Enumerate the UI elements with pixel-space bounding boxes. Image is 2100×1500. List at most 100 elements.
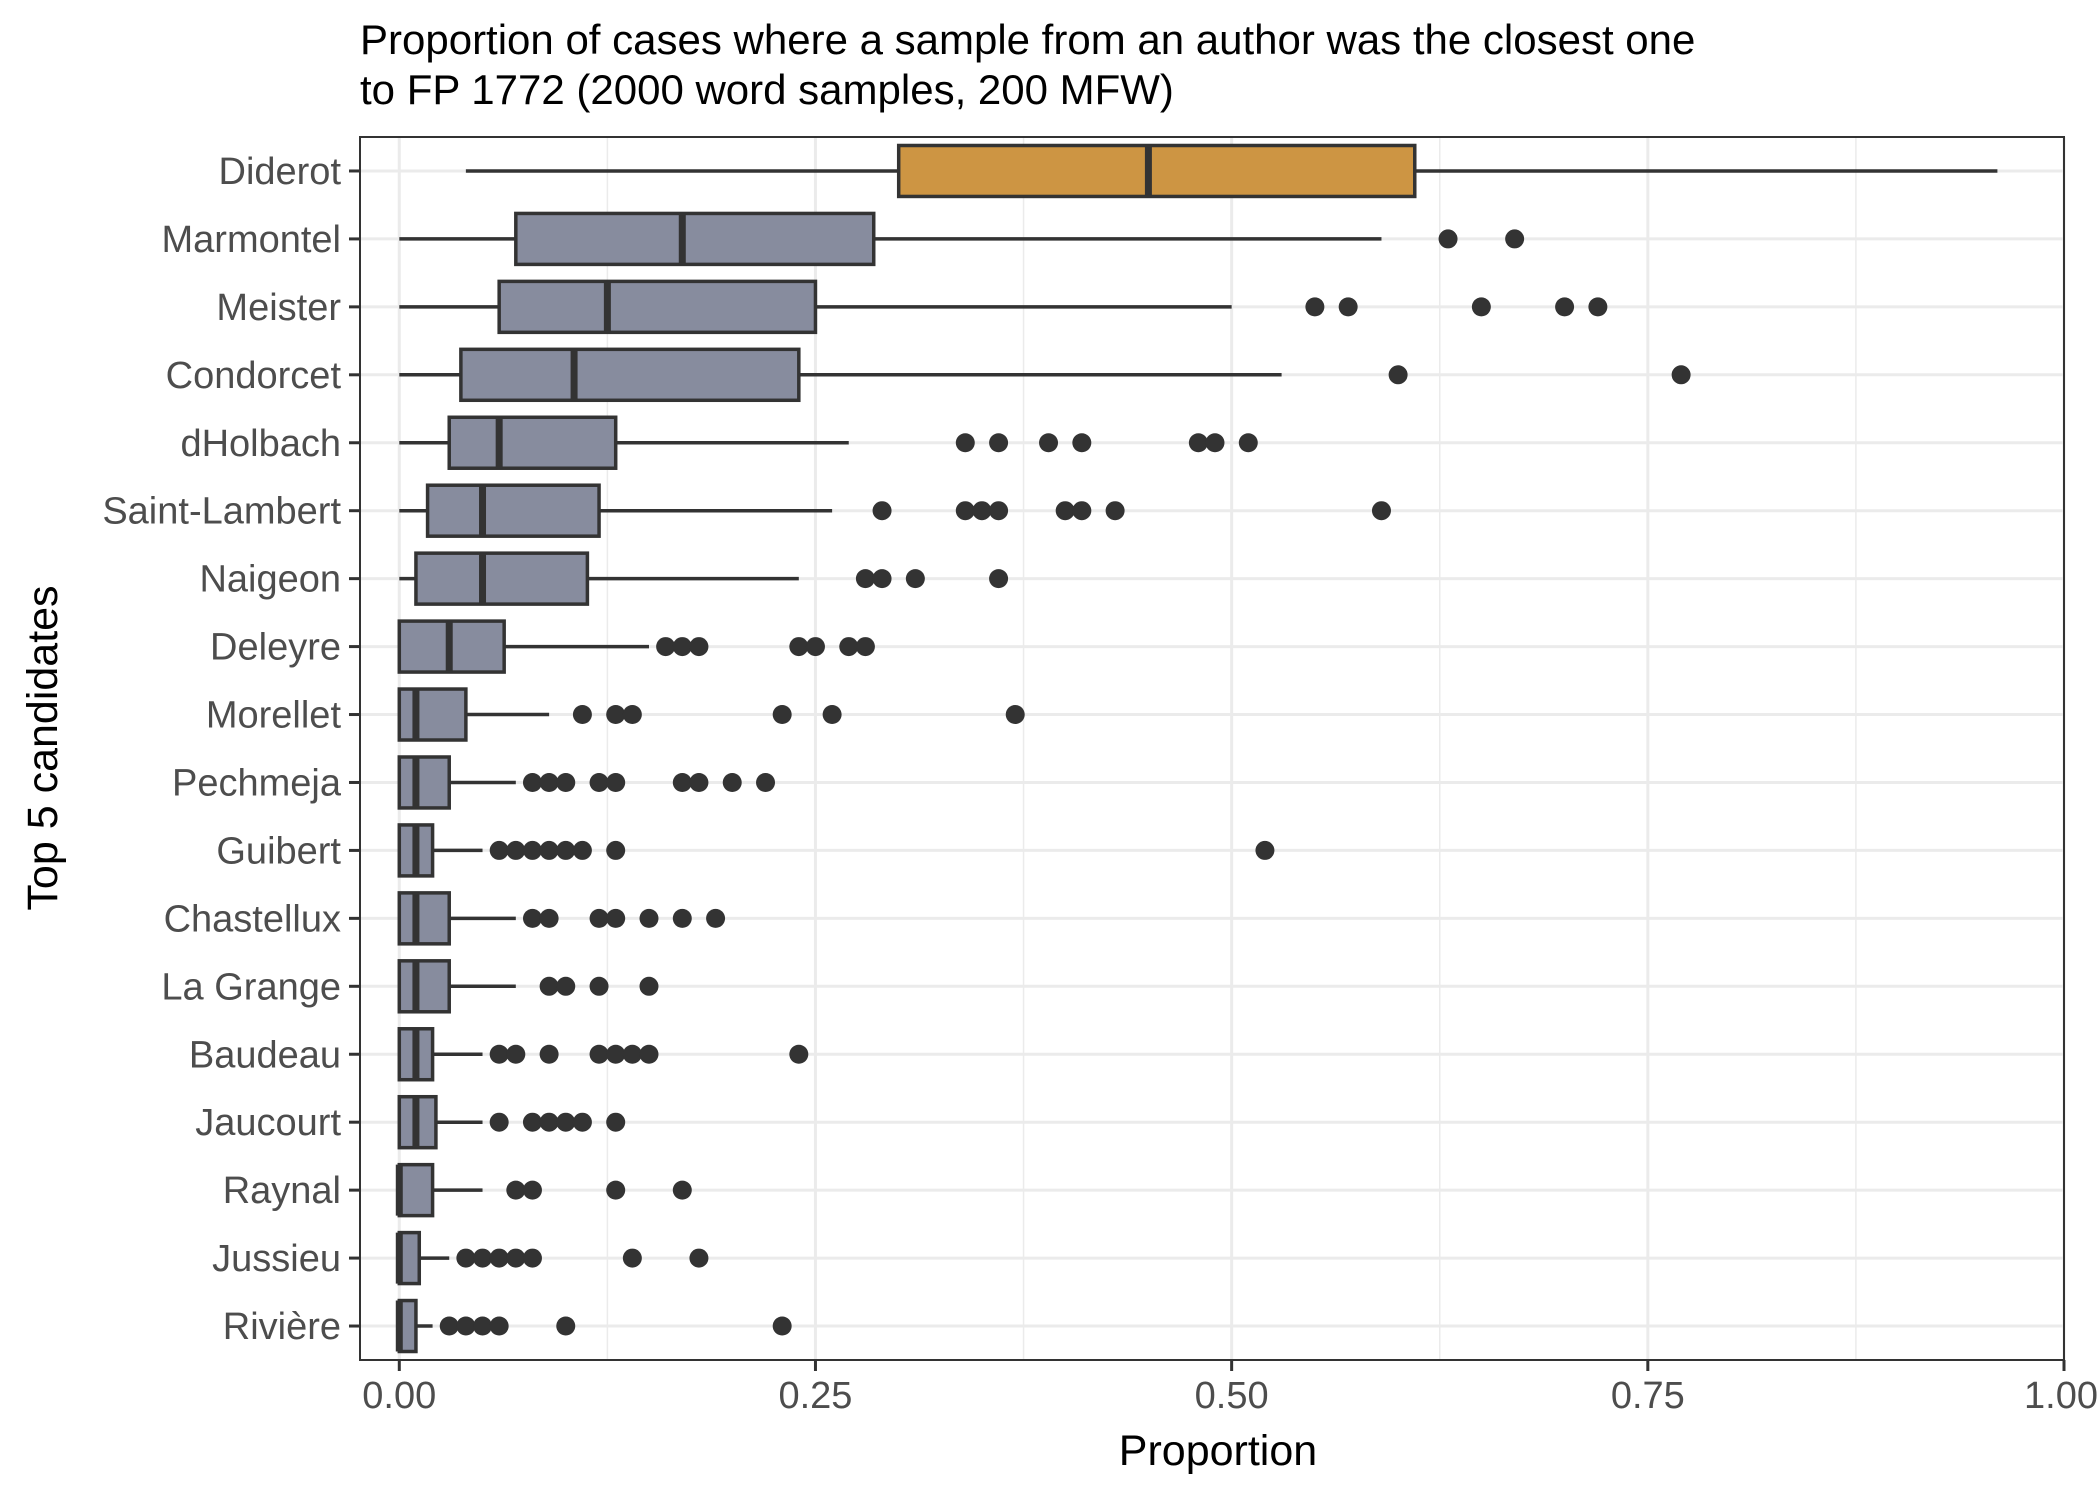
outlier-point bbox=[972, 501, 992, 521]
outlier-point bbox=[1205, 433, 1225, 453]
outlier-point bbox=[1255, 840, 1275, 860]
outlier-point bbox=[772, 705, 792, 725]
outlier-point bbox=[539, 1044, 559, 1064]
outlier-point bbox=[539, 772, 559, 792]
outlier-point bbox=[506, 1044, 526, 1064]
box-iqr bbox=[425, 483, 601, 538]
outlier-point bbox=[572, 1112, 592, 1132]
outlier-point bbox=[489, 1044, 509, 1064]
outlier-point bbox=[1388, 365, 1408, 385]
y-tick-label: Morellet bbox=[206, 695, 342, 737]
outlier-point bbox=[1005, 705, 1025, 725]
box-meister bbox=[399, 279, 1608, 335]
box-baudeau bbox=[397, 1027, 809, 1082]
box-iqr bbox=[514, 211, 876, 267]
x-tick-label: 0.50 bbox=[1195, 1375, 1269, 1417]
box-iqr bbox=[397, 755, 451, 810]
outlier-point bbox=[722, 772, 742, 792]
outlier-point bbox=[855, 569, 875, 589]
y-tick-label: La Grange bbox=[161, 966, 341, 1008]
outlier-point bbox=[989, 501, 1009, 521]
outlier-point bbox=[473, 1316, 493, 1336]
box-chastellux bbox=[397, 891, 726, 946]
box-iqr bbox=[397, 687, 468, 742]
outlier-point bbox=[639, 908, 659, 928]
outlier-point bbox=[522, 908, 542, 928]
outlier-point bbox=[506, 1248, 526, 1268]
outlier-point bbox=[522, 1180, 542, 1200]
y-tick-label: Rivière bbox=[223, 1306, 341, 1348]
outlier-point bbox=[556, 772, 576, 792]
box-diderot bbox=[465, 143, 1998, 199]
y-tick-label: Pechmeja bbox=[172, 762, 342, 804]
outlier-point bbox=[606, 772, 626, 792]
outlier-point bbox=[522, 1112, 542, 1132]
outlier-point bbox=[606, 705, 626, 725]
outlier-point bbox=[689, 637, 709, 657]
outlier-point bbox=[506, 840, 526, 860]
box-deleyre bbox=[397, 619, 875, 674]
box-iqr bbox=[414, 551, 590, 606]
y-axis: Diderot Marmontel Meister Condorcet dHolbach… bbox=[102, 151, 360, 1348]
box-dholbach bbox=[399, 415, 1258, 470]
x-tick-label: 0.00 bbox=[362, 1375, 436, 1417]
box-iqr bbox=[447, 415, 618, 470]
outlier-point bbox=[556, 1112, 576, 1132]
outlier-point bbox=[822, 705, 842, 725]
outlier-point bbox=[955, 501, 975, 521]
box-naigeon bbox=[399, 551, 1009, 606]
y-tick-label: Jussieu bbox=[212, 1238, 341, 1280]
outlier-point bbox=[1188, 433, 1208, 453]
box-pechmeja bbox=[397, 755, 776, 810]
box-iqr bbox=[459, 347, 801, 403]
outlier-point bbox=[606, 1044, 626, 1064]
y-tick-label: dHolbach bbox=[180, 423, 341, 465]
outlier-point bbox=[789, 637, 809, 657]
outlier-point bbox=[1371, 501, 1391, 521]
outlier-point bbox=[489, 1112, 509, 1132]
outlier-point bbox=[489, 1248, 509, 1268]
outlier-point bbox=[955, 433, 975, 453]
boxplot-series bbox=[395, 143, 1998, 1354]
box-iqr bbox=[896, 143, 1417, 199]
box-jaucourt bbox=[397, 1094, 626, 1150]
outlier-point bbox=[672, 908, 692, 928]
outlier-point bbox=[1072, 501, 1092, 521]
y-tick-label: Jaucourt bbox=[195, 1102, 341, 1144]
outlier-point bbox=[439, 1316, 459, 1336]
box-iqr bbox=[497, 279, 818, 335]
plot-panel bbox=[360, 137, 2064, 1360]
outlier-point bbox=[1671, 365, 1691, 385]
outlier-point bbox=[539, 1112, 559, 1132]
outlier-point bbox=[473, 1248, 493, 1268]
outlier-point bbox=[706, 908, 726, 928]
outlier-point bbox=[622, 1248, 642, 1268]
y-tick-label: Deleyre bbox=[210, 627, 341, 669]
outlier-point bbox=[639, 976, 659, 996]
box-la-grange bbox=[397, 959, 659, 1014]
outlier-point bbox=[522, 1248, 542, 1268]
outlier-point bbox=[756, 772, 776, 792]
box-guibert bbox=[397, 823, 1275, 878]
outlier-point bbox=[989, 569, 1009, 589]
x-tick-label: 1.00 bbox=[2024, 1375, 2098, 1417]
outlier-point bbox=[606, 1180, 626, 1200]
outlier-point bbox=[656, 637, 676, 657]
y-tick-label: Marmontel bbox=[162, 219, 342, 261]
outlier-point bbox=[572, 705, 592, 725]
outlier-point bbox=[689, 1248, 709, 1268]
outlier-point bbox=[1438, 229, 1458, 249]
plot-panel-border bbox=[359, 136, 2065, 1361]
y-tick-label: Chastellux bbox=[164, 898, 341, 940]
outlier-point bbox=[1471, 297, 1491, 317]
outlier-point bbox=[589, 976, 609, 996]
y-tick-label: Condorcet bbox=[166, 355, 342, 397]
box-iqr bbox=[397, 959, 451, 1014]
y-tick-label: Raynal bbox=[223, 1170, 341, 1212]
outlier-point bbox=[606, 840, 626, 860]
outlier-point bbox=[506, 1180, 526, 1200]
outlier-point bbox=[556, 1316, 576, 1336]
y-tick-label: Diderot bbox=[219, 151, 342, 193]
outlier-point bbox=[589, 1044, 609, 1064]
